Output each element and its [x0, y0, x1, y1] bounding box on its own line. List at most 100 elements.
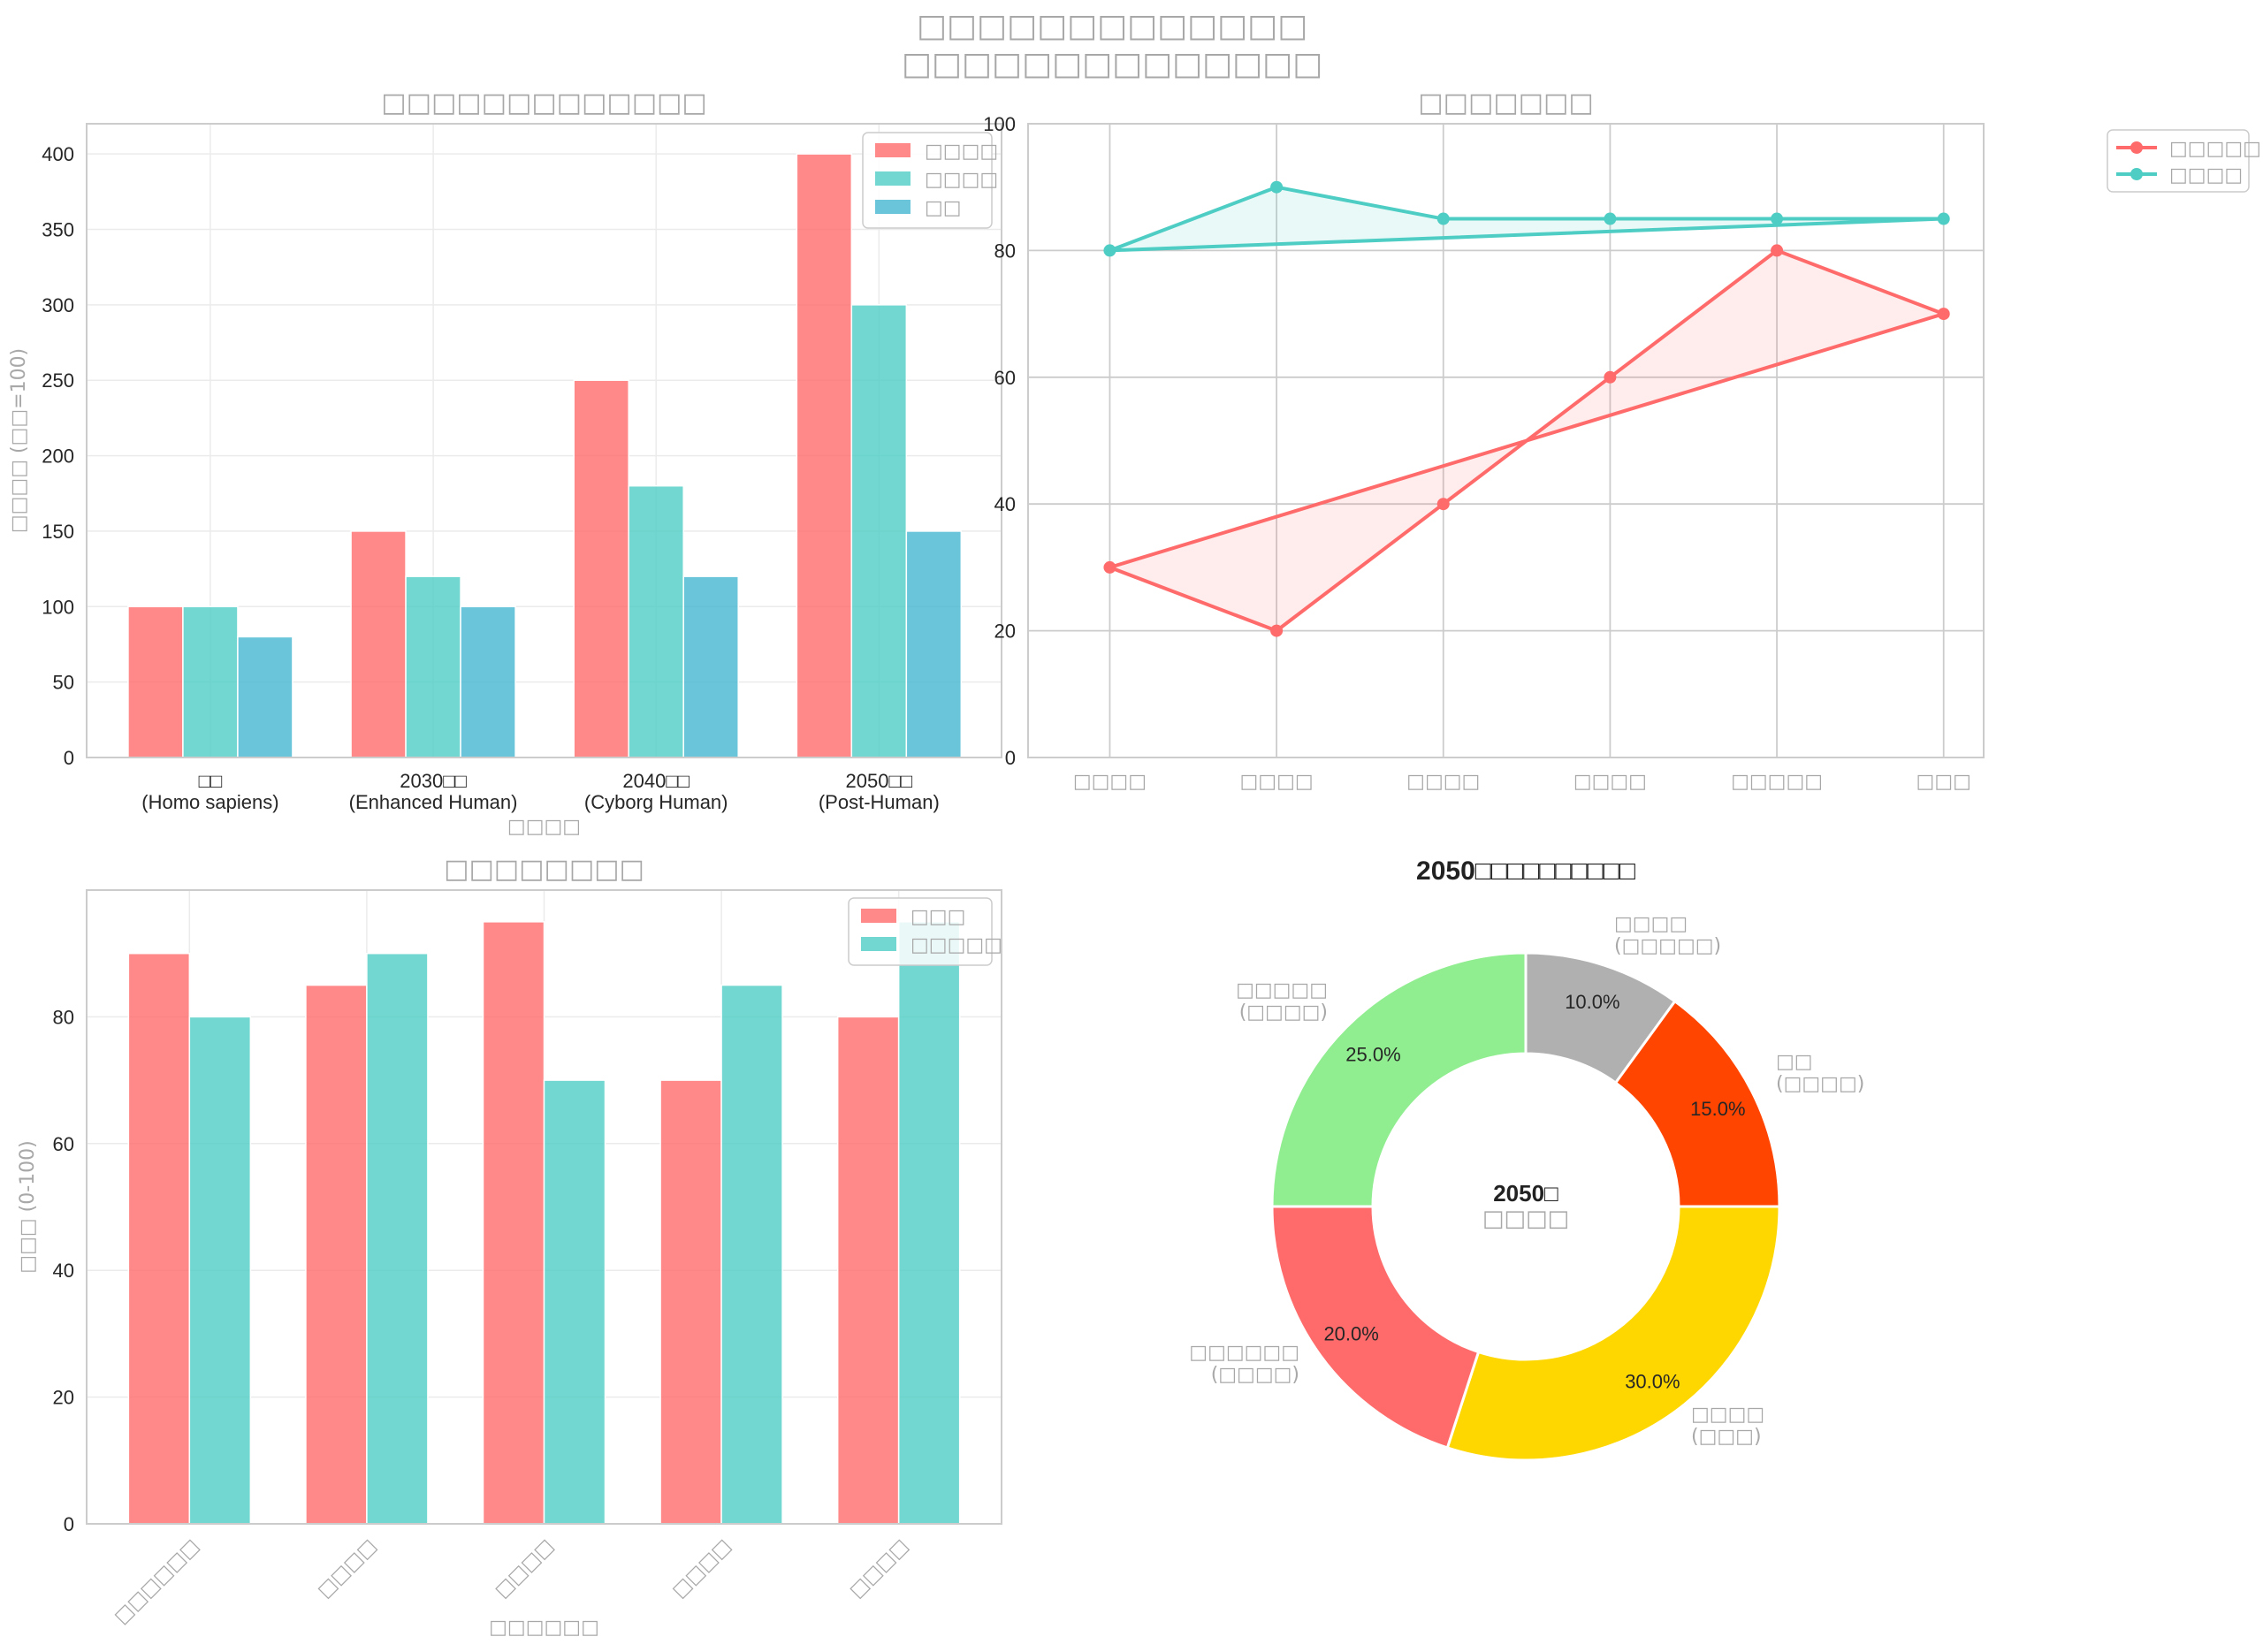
bar — [127, 605, 184, 758]
y-tick-label: 40 — [53, 1260, 74, 1282]
x-tick-label: □□□□ — [1073, 771, 1147, 793]
donut-slice — [1445, 1205, 1781, 1462]
bar — [905, 530, 963, 758]
legend-label: □□□□□ — [911, 934, 1002, 956]
bar — [682, 575, 739, 758]
center-label-line2: □□□□ — [1482, 1206, 1569, 1232]
y-tick-label: 350 — [42, 219, 74, 241]
y-tick-label: 40 — [994, 493, 1016, 515]
bar — [127, 952, 191, 1525]
slice-percentage: 15.0% — [1690, 1098, 1745, 1120]
x-tick-label-line2: (Enhanced Human) — [349, 791, 518, 813]
slice-percentage: 30.0% — [1625, 1370, 1680, 1392]
slice-label-line2: (□□□□) — [1776, 1073, 1864, 1095]
x-tick-label-line2: (Cyborg Human) — [584, 791, 728, 813]
legend-swatch — [861, 937, 896, 951]
x-axis-label: □□□□ — [507, 816, 581, 838]
y-tick-label: 200 — [42, 445, 74, 468]
data-point — [1103, 560, 1116, 574]
bar — [543, 1079, 606, 1525]
bar — [573, 379, 629, 758]
slice-label-line1: □□□□ — [1691, 1404, 1764, 1426]
bar — [188, 1016, 252, 1525]
y-tick-label: 50 — [53, 672, 74, 694]
bar — [836, 1016, 900, 1525]
bar — [659, 1079, 722, 1525]
x-tick-label-line1: □□ — [199, 770, 223, 792]
slice-label-line1: □□ — [1776, 1051, 1813, 1073]
bar — [182, 605, 239, 758]
legend-label: □□□□ — [925, 169, 998, 191]
x-tick-label-line1: 2040□□ — [622, 770, 690, 792]
data-point — [1604, 370, 1617, 384]
chart-title: □□□□□□□ — [1418, 88, 1593, 118]
bar — [720, 984, 783, 1525]
donut-slice — [1613, 999, 1781, 1208]
y-tick-label: 0 — [1005, 747, 1016, 769]
y-tick-label: 0 — [64, 1513, 74, 1535]
data-point — [1270, 180, 1284, 194]
axes-frame — [86, 123, 1002, 758]
legend-swatch — [875, 171, 911, 186]
axes-frame — [86, 889, 1002, 1525]
legend-marker — [2130, 141, 2143, 154]
data-point — [1604, 212, 1617, 225]
center-label-line1: 2050□ — [1493, 1180, 1558, 1207]
y-tick-label: 100 — [42, 596, 74, 618]
legend-label: □□□ — [911, 906, 965, 928]
slice-percentage: 25.0% — [1345, 1044, 1400, 1066]
x-tick-label: □□□□ — [491, 1535, 558, 1603]
chart-title: 2050□□□□□□□□□□ — [1416, 856, 1636, 886]
slice-label-line2: (□□□□) — [1211, 1364, 1299, 1386]
data-point — [1771, 212, 1784, 225]
slice-label-line1: □□□□□ — [1236, 979, 1328, 1001]
y-tick-label: 20 — [53, 1387, 74, 1409]
data-point — [1436, 498, 1450, 511]
bar — [405, 575, 461, 758]
bar — [850, 304, 908, 758]
x-tick-label: □□□□ — [845, 1535, 912, 1603]
y-tick-label: 20 — [994, 620, 1016, 643]
slice-label-line1: □□□□□□ — [1189, 1342, 1299, 1364]
legend-label: □□ — [925, 197, 962, 219]
slice-percentage: 10.0% — [1565, 991, 1619, 1013]
legend-label: □□□□□ — [2169, 138, 2261, 160]
bar — [305, 984, 368, 1525]
bar — [350, 530, 407, 758]
x-tick-label: □□□□□ — [1731, 771, 1823, 793]
y-tick-label: 250 — [42, 369, 74, 392]
y-tick-label: 400 — [42, 143, 74, 165]
legend-swatch — [875, 143, 911, 157]
figure-title-line2: □□□□□□□□□□□□□□ — [902, 46, 1322, 82]
legend-label: □□□□ — [925, 141, 998, 163]
data-point — [1103, 244, 1116, 257]
legend-swatch — [861, 909, 896, 923]
figure-title-line1: □□□□□□□□□□□□□ — [917, 8, 1307, 44]
x-tick-label-line2: (Post-Human) — [819, 791, 940, 813]
y-tick-label: 100 — [983, 113, 1016, 135]
x-tick-label: □□□□ — [1240, 771, 1314, 793]
donut-slice — [1270, 1205, 1481, 1450]
y-tick-label: 60 — [53, 1133, 74, 1155]
legend-label: □□□□ — [2169, 164, 2243, 187]
donut-chart: 10.0%□□□□(□□□□□)15.0%□□(□□□□)30.0%□□□□(□… — [1189, 856, 1864, 1462]
axes-frame — [1027, 123, 1985, 758]
data-point — [1771, 244, 1784, 257]
bar — [628, 484, 684, 758]
bar — [796, 153, 853, 758]
x-tick-label: □□□□□□ — [110, 1535, 204, 1629]
slice-label-line1: □□□□ — [1614, 913, 1688, 935]
bar — [482, 921, 545, 1525]
x-tick-label: □□□□ — [1406, 771, 1480, 793]
chart-title: □□□□□□□□□□□□□ — [381, 88, 706, 118]
data-point — [1937, 308, 1950, 321]
y-tick-label: 80 — [994, 240, 1016, 262]
y-tick-label: 0 — [64, 747, 74, 769]
series-fill — [1109, 187, 1944, 251]
donut-slice — [1270, 951, 1528, 1208]
x-axis-label: □□□□□□ — [489, 1617, 599, 1639]
legend-marker — [2130, 168, 2143, 180]
